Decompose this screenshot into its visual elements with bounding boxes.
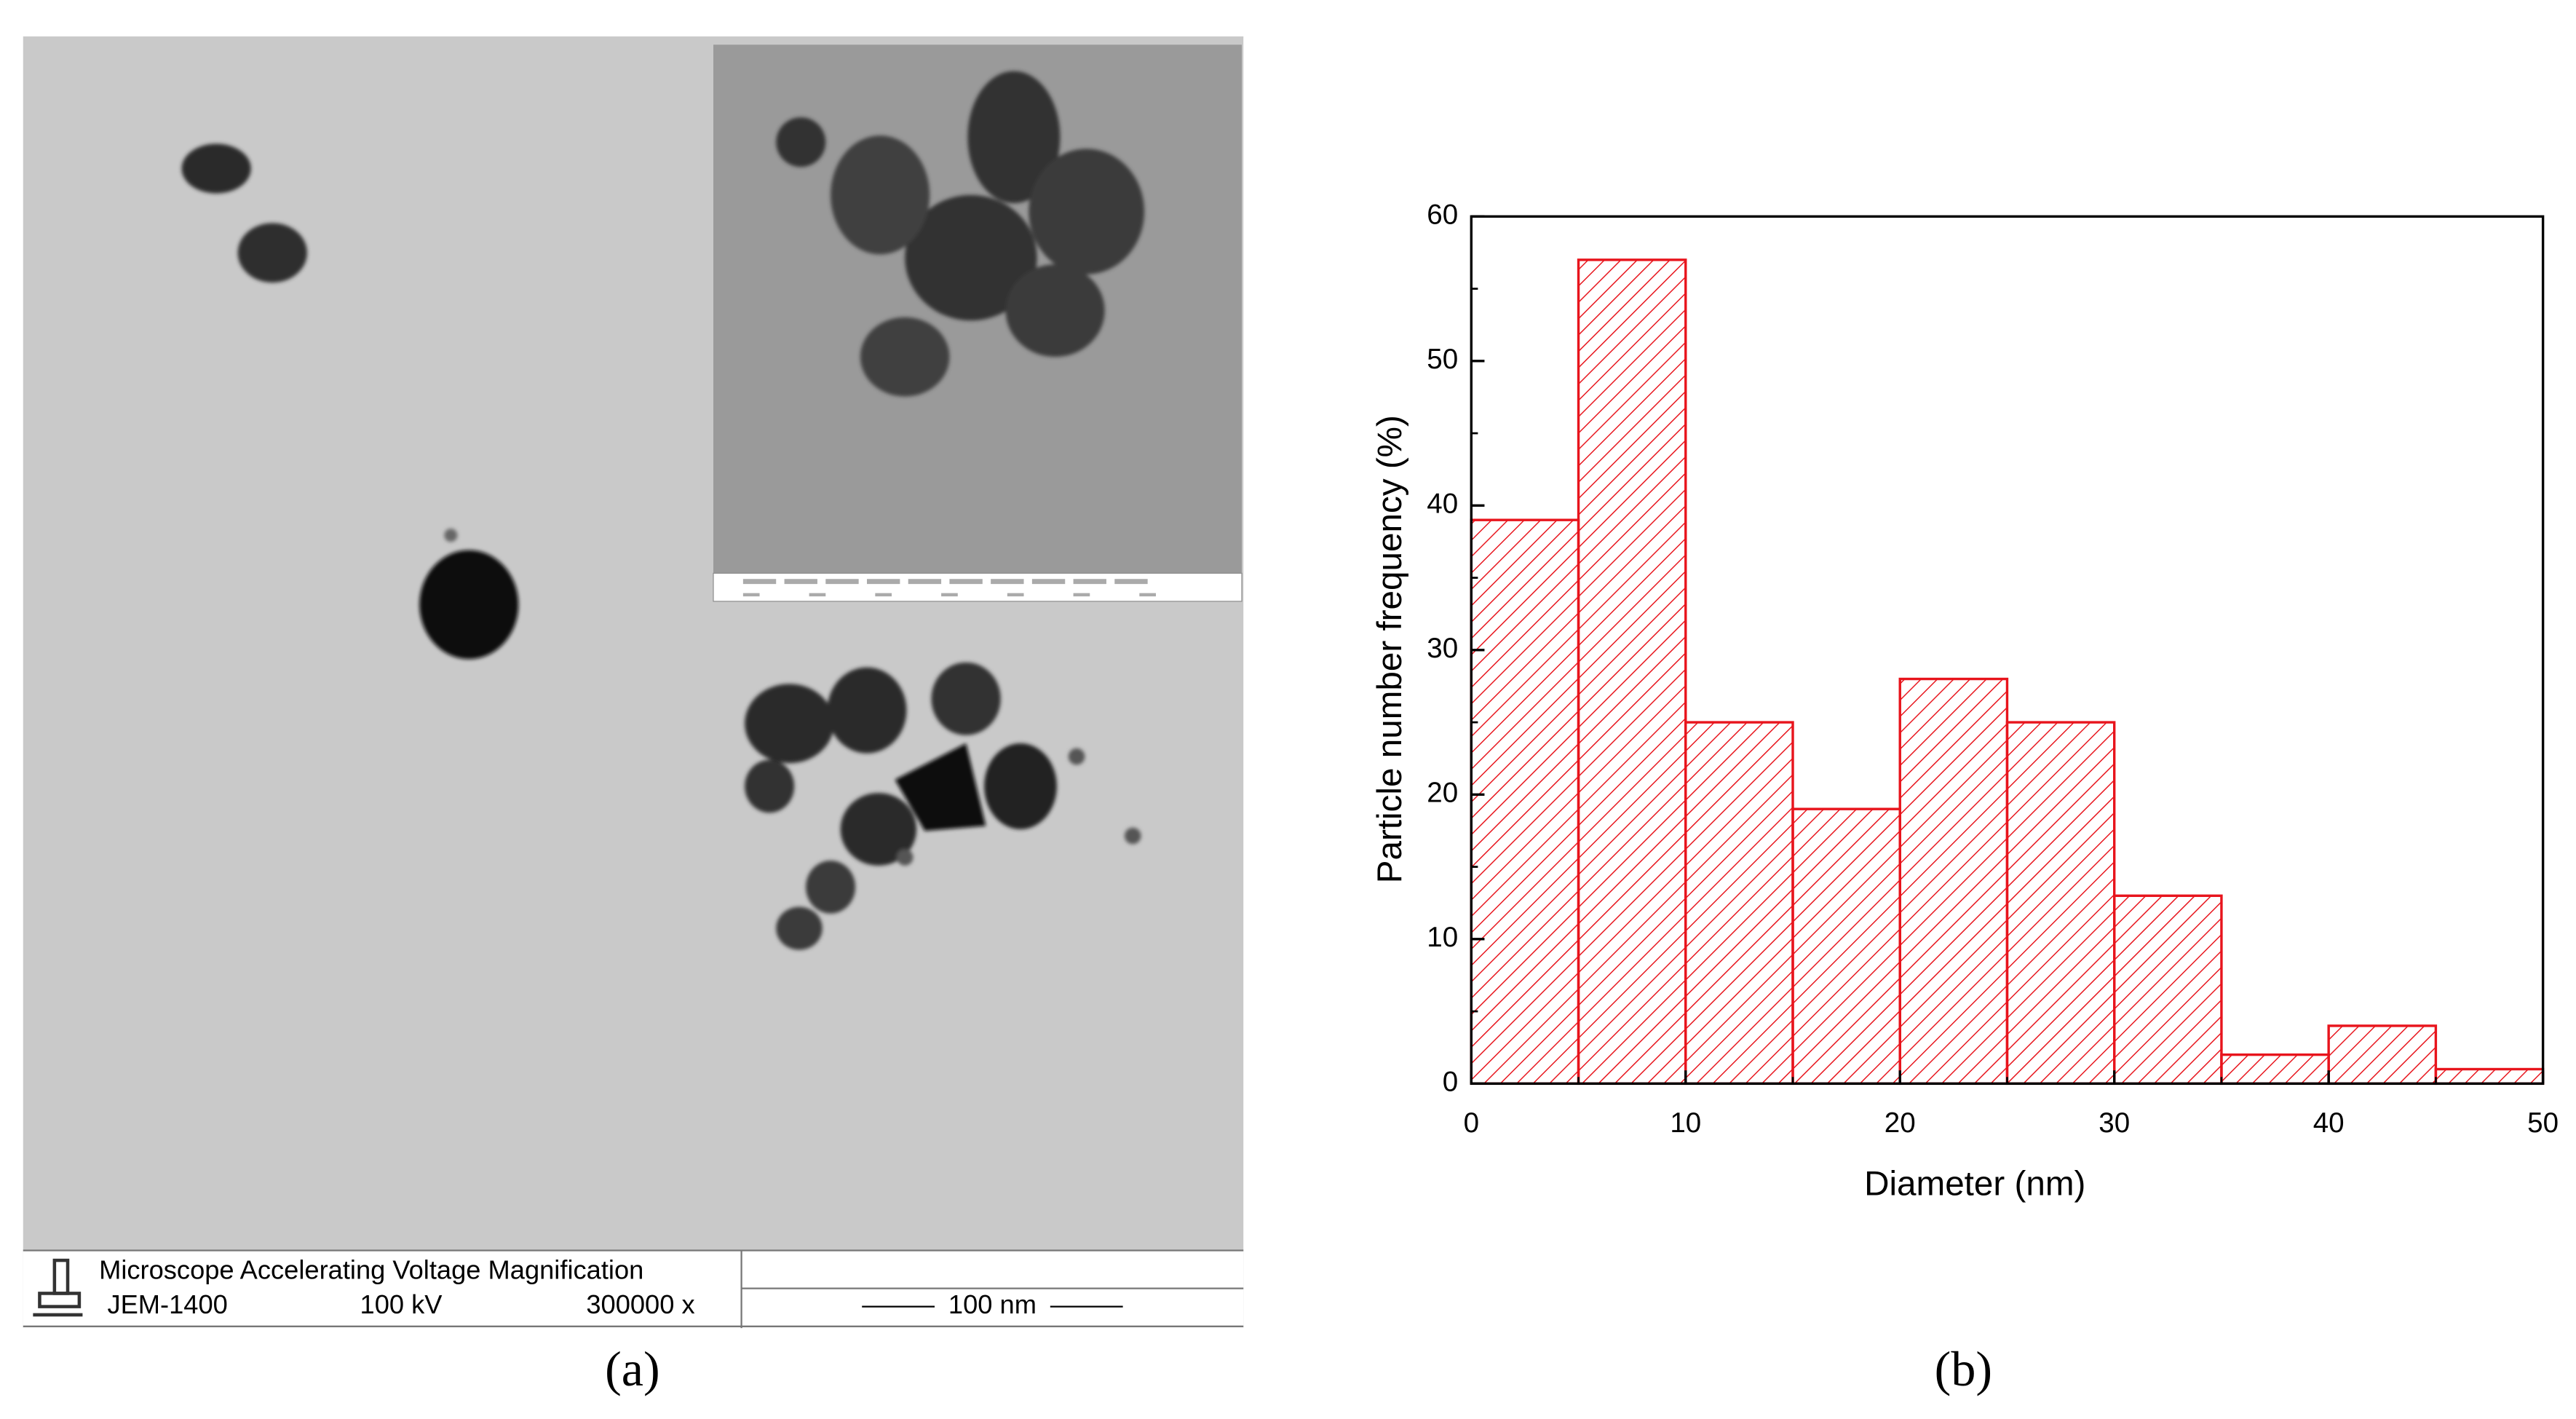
inset-particles bbox=[776, 71, 1145, 397]
y-tick-label: 20 bbox=[1427, 778, 1458, 809]
bar bbox=[2327, 1024, 2438, 1086]
chart: (b) Diameter (nm) Particle number freque… bbox=[1371, 199, 2559, 1397]
y-axis-label: Particle number frequency (%) bbox=[1371, 415, 1409, 883]
x-axis-label: Diameter (nm) bbox=[1864, 1165, 2085, 1203]
bar bbox=[2434, 1067, 2545, 1086]
bar bbox=[2113, 894, 2223, 1086]
microscope-model: JEM-1400 bbox=[107, 1289, 227, 1319]
magnification: 300000 x bbox=[586, 1289, 694, 1319]
info-header: Microscope Accelerating Voltage Magnific… bbox=[99, 1255, 643, 1285]
x-tick-label: 30 bbox=[2099, 1107, 2130, 1139]
microscope-icon bbox=[33, 1258, 83, 1317]
panel-label: (a) bbox=[605, 1341, 660, 1396]
voltage: 100 kV bbox=[360, 1289, 443, 1319]
x-tick-label: 40 bbox=[2313, 1107, 2345, 1139]
bar bbox=[1684, 721, 1794, 1086]
micrograph: Microscope Accelerating Voltage Magnific… bbox=[23, 36, 1244, 1396]
y-tick-label: 50 bbox=[1427, 344, 1458, 375]
bar bbox=[2005, 721, 2116, 1086]
scale-bar-label: 100 nm bbox=[948, 1289, 1037, 1319]
bar bbox=[1898, 677, 2009, 1086]
bar bbox=[2220, 1053, 2330, 1086]
bar bbox=[1791, 807, 1901, 1086]
bar bbox=[1470, 518, 1580, 1086]
x-tick-label: 10 bbox=[1670, 1107, 1701, 1139]
bar bbox=[1577, 258, 1687, 1086]
particles bbox=[181, 143, 1141, 950]
y-tick-label: 60 bbox=[1427, 199, 1458, 231]
y-tick-label: 0 bbox=[1443, 1067, 1458, 1098]
y-tick-label: 10 bbox=[1427, 922, 1458, 953]
y-tick-label: 40 bbox=[1427, 489, 1458, 520]
x-tick-label: 0 bbox=[1464, 1107, 1479, 1139]
x-tick-label: 20 bbox=[1885, 1107, 1916, 1139]
y-tick-label: 30 bbox=[1427, 633, 1458, 664]
panel-label: (b) bbox=[1935, 1341, 1992, 1396]
x-tick-label: 50 bbox=[2527, 1107, 2559, 1139]
